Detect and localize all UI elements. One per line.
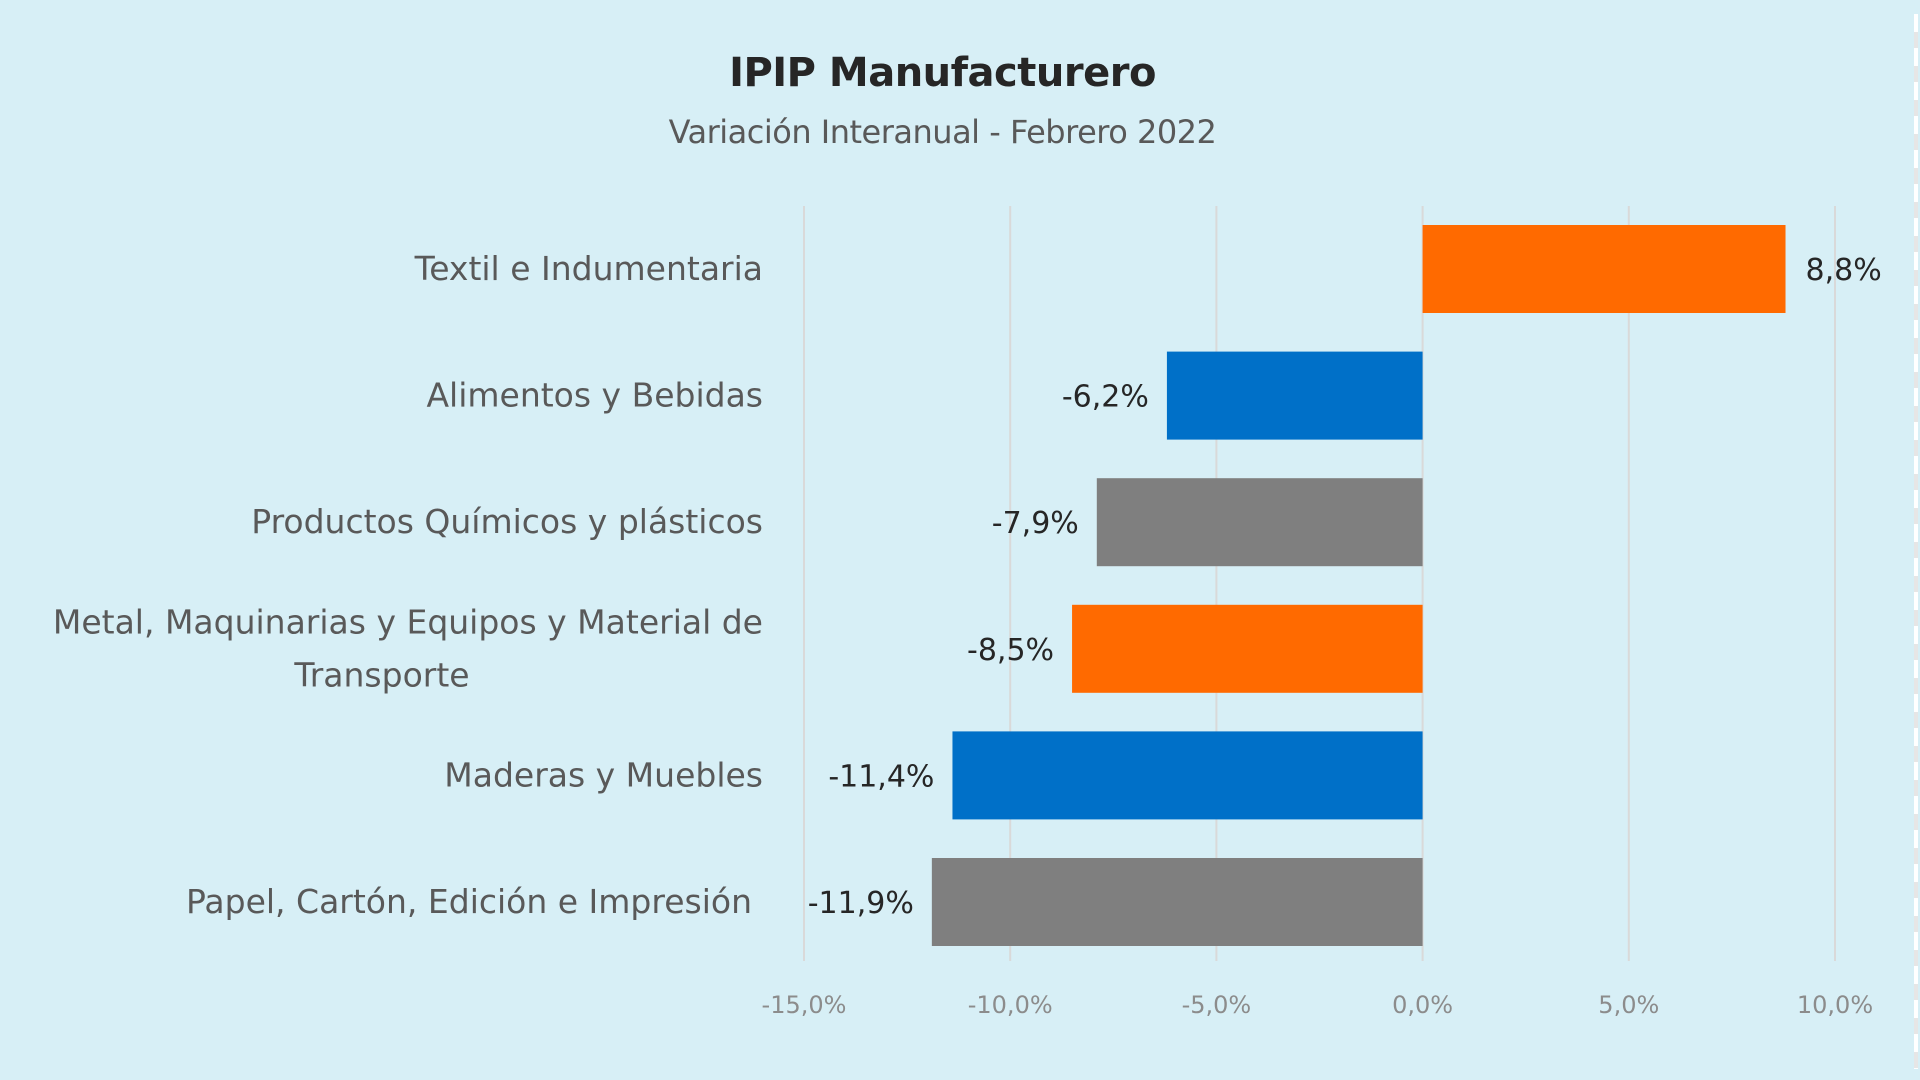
category-label: Alimentos y Bebidas: [426, 376, 763, 415]
data-label: -6,2%: [1062, 380, 1149, 415]
x-tick-label: 5,0%: [1598, 991, 1659, 1019]
bar: [952, 731, 1423, 820]
category-label: Textil e Indumentaria: [414, 249, 763, 288]
x-tick-label: -5,0%: [1182, 991, 1252, 1019]
x-tick-label: -15,0%: [762, 991, 847, 1019]
x-tick-label: -10,0%: [968, 991, 1053, 1019]
x-tick-label: 10,0%: [1797, 991, 1873, 1019]
bar: [1072, 604, 1423, 693]
category-label: Papel, Cartón, Edición e Impresión: [186, 882, 752, 921]
chart-title: IPIP Manufacturero: [729, 50, 1156, 96]
bar: [1422, 225, 1786, 313]
data-label: -11,4%: [828, 759, 934, 794]
data-label: -8,5%: [967, 633, 1054, 668]
data-label: -11,9%: [808, 886, 914, 921]
bar: [1096, 478, 1423, 567]
bar: [1166, 351, 1423, 440]
category-label: Metal, Maquinarias y Equipos y Material …: [53, 602, 763, 641]
right-edge-strip: [1914, 14, 1918, 1069]
data-label: 8,8%: [1806, 253, 1882, 288]
category-label: Transporte: [293, 655, 469, 694]
category-label: Productos Químicos y plásticos: [251, 502, 763, 541]
chart-subtitle: Variación Interanual - Febrero 2022: [668, 113, 1217, 151]
bar: [931, 858, 1423, 946]
category-label: Maderas y Muebles: [444, 755, 763, 794]
data-label: -7,9%: [992, 506, 1079, 541]
x-tick-label: 0,0%: [1392, 991, 1453, 1019]
